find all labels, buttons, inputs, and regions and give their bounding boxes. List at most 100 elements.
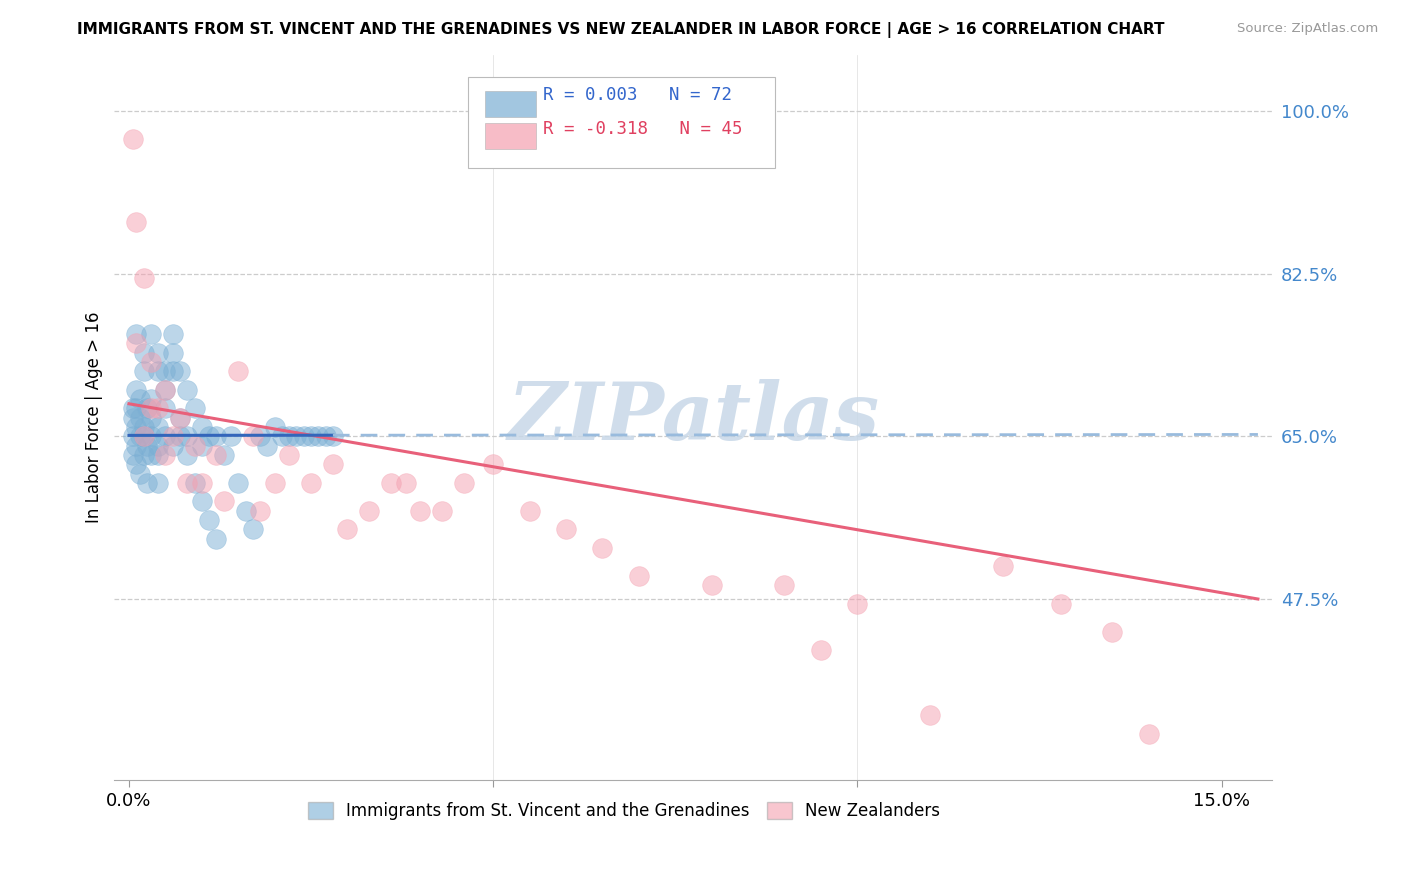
Point xyxy=(169,410,191,425)
Point xyxy=(336,522,359,536)
Point xyxy=(482,457,505,471)
Point xyxy=(146,345,169,359)
Point xyxy=(920,708,942,723)
Point xyxy=(129,429,152,443)
Point xyxy=(132,429,155,443)
Point xyxy=(139,326,162,341)
Point xyxy=(191,494,214,508)
Text: ZIPatlas: ZIPatlas xyxy=(508,379,880,457)
Point xyxy=(700,578,723,592)
Point xyxy=(136,475,159,490)
Point xyxy=(256,439,278,453)
Point xyxy=(132,364,155,378)
Point xyxy=(129,392,152,406)
Point xyxy=(162,439,184,453)
Point xyxy=(155,383,177,397)
Point xyxy=(183,475,205,490)
Point xyxy=(991,559,1014,574)
Text: IMMIGRANTS FROM ST. VINCENT AND THE GRENADINES VS NEW ZEALANDER IN LABOR FORCE |: IMMIGRANTS FROM ST. VINCENT AND THE GREN… xyxy=(77,22,1164,38)
Point xyxy=(235,504,257,518)
Point xyxy=(430,504,453,518)
Point xyxy=(183,439,205,453)
Point xyxy=(226,475,249,490)
Point xyxy=(132,448,155,462)
Point xyxy=(136,439,159,453)
Point xyxy=(555,522,578,536)
Point xyxy=(773,578,796,592)
Point xyxy=(212,448,235,462)
Point xyxy=(125,439,148,453)
Point xyxy=(1137,727,1160,741)
Point xyxy=(125,457,148,471)
Point xyxy=(155,383,177,397)
Point xyxy=(249,504,271,518)
Point xyxy=(1101,624,1123,639)
Point xyxy=(146,439,169,453)
FancyBboxPatch shape xyxy=(468,77,775,168)
Point xyxy=(132,420,155,434)
Point xyxy=(129,467,152,481)
Point xyxy=(121,429,143,443)
Point xyxy=(205,448,228,462)
Point xyxy=(278,448,301,462)
Point xyxy=(155,429,177,443)
Point xyxy=(139,410,162,425)
Point xyxy=(263,475,285,490)
Point xyxy=(162,364,184,378)
Point xyxy=(810,643,832,657)
Point xyxy=(278,429,301,443)
Point xyxy=(129,410,152,425)
Point xyxy=(162,429,184,443)
Text: Source: ZipAtlas.com: Source: ZipAtlas.com xyxy=(1237,22,1378,36)
FancyBboxPatch shape xyxy=(485,91,536,117)
Point xyxy=(125,420,148,434)
Point xyxy=(271,429,294,443)
Point xyxy=(198,513,221,527)
Point xyxy=(176,429,198,443)
Point xyxy=(176,475,198,490)
Point xyxy=(121,410,143,425)
Point xyxy=(249,429,271,443)
Point xyxy=(155,401,177,416)
Point xyxy=(205,532,228,546)
Point xyxy=(176,448,198,462)
Point xyxy=(132,345,155,359)
Point xyxy=(359,504,381,518)
Text: R = 0.003   N = 72: R = 0.003 N = 72 xyxy=(543,86,733,104)
Point xyxy=(146,448,169,462)
FancyBboxPatch shape xyxy=(485,123,536,150)
Point xyxy=(453,475,475,490)
Point xyxy=(380,475,402,490)
Point xyxy=(125,383,148,397)
Point xyxy=(519,504,541,518)
Point xyxy=(139,392,162,406)
Point xyxy=(176,383,198,397)
Point xyxy=(846,597,869,611)
Point xyxy=(121,132,143,146)
Point xyxy=(125,215,148,229)
Point xyxy=(627,568,650,582)
Point xyxy=(1050,597,1073,611)
Y-axis label: In Labor Force | Age > 16: In Labor Force | Age > 16 xyxy=(86,312,103,524)
Point xyxy=(146,475,169,490)
Point xyxy=(183,401,205,416)
Point xyxy=(322,429,344,443)
Point xyxy=(205,429,228,443)
Point xyxy=(219,429,242,443)
Point xyxy=(121,401,143,416)
Point xyxy=(169,410,191,425)
Point xyxy=(155,448,177,462)
Point xyxy=(139,448,162,462)
Text: R = -0.318   N = 45: R = -0.318 N = 45 xyxy=(543,120,742,138)
Point xyxy=(125,401,148,416)
Point xyxy=(591,541,613,555)
Point xyxy=(322,457,344,471)
Point xyxy=(132,429,155,443)
Point xyxy=(162,345,184,359)
Point xyxy=(132,271,155,285)
Point xyxy=(146,401,169,416)
Point xyxy=(315,429,337,443)
Point xyxy=(285,429,308,443)
Point xyxy=(125,326,148,341)
Point xyxy=(136,401,159,416)
